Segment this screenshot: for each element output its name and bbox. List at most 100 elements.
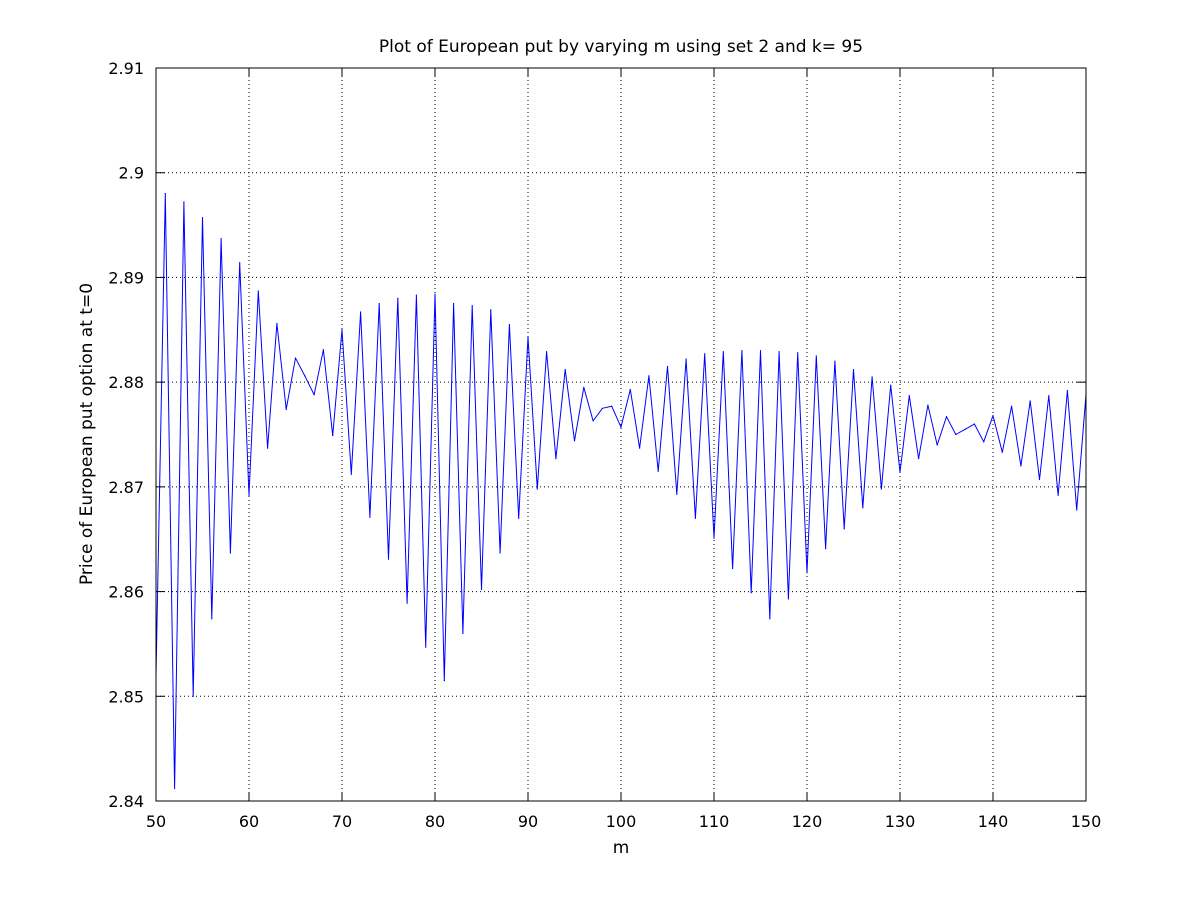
tick-layer bbox=[155, 67, 1087, 802]
grid-layer bbox=[156, 68, 1086, 801]
x-tick-label: 110 bbox=[699, 812, 730, 831]
data-point bbox=[750, 592, 752, 594]
data-point bbox=[880, 488, 883, 490]
data-point bbox=[797, 352, 799, 354]
y-axis-label: Price of European put option at t=0 bbox=[77, 283, 97, 585]
x-tick-label: 50 bbox=[146, 812, 166, 831]
data-point bbox=[183, 201, 185, 203]
data-point bbox=[443, 679, 445, 682]
data-point bbox=[843, 528, 845, 530]
data-point bbox=[1057, 494, 1059, 496]
data-point bbox=[648, 375, 650, 377]
data-point bbox=[936, 444, 938, 446]
data-point bbox=[629, 388, 631, 391]
data-point bbox=[294, 357, 297, 359]
data-point bbox=[257, 290, 259, 292]
data-point bbox=[573, 440, 576, 442]
data-point bbox=[694, 517, 697, 519]
data-point bbox=[899, 471, 901, 473]
series-layer bbox=[155, 193, 1087, 790]
data-point bbox=[387, 558, 390, 560]
data-point bbox=[201, 217, 204, 219]
data-point bbox=[425, 646, 427, 648]
x-tick-label: 60 bbox=[239, 812, 259, 831]
data-point bbox=[518, 517, 520, 519]
data-point bbox=[834, 360, 836, 362]
data-point bbox=[508, 323, 510, 326]
data-point bbox=[164, 193, 166, 195]
data-point bbox=[1011, 405, 1013, 407]
data-point bbox=[285, 408, 287, 410]
data-point bbox=[239, 262, 241, 264]
data-point bbox=[945, 416, 948, 418]
x-axis-label: m bbox=[613, 838, 630, 858]
chart-title: Plot of European put by varying m using … bbox=[379, 37, 863, 57]
data-point bbox=[871, 376, 873, 378]
data-point bbox=[639, 447, 641, 449]
data-point bbox=[1001, 451, 1003, 453]
y-tick-label: 2.87 bbox=[108, 478, 144, 497]
data-point bbox=[471, 305, 473, 307]
data-point bbox=[732, 567, 734, 570]
data-point bbox=[350, 473, 352, 475]
data-point bbox=[536, 488, 538, 490]
data-point bbox=[480, 588, 483, 591]
data-point bbox=[862, 507, 864, 509]
data-point bbox=[369, 516, 371, 518]
data-point bbox=[1020, 465, 1022, 467]
data-point bbox=[304, 375, 306, 377]
data-point bbox=[1029, 400, 1031, 402]
data-point bbox=[564, 368, 566, 371]
data-point bbox=[583, 386, 585, 388]
x-tick-label: 100 bbox=[606, 812, 637, 831]
data-point bbox=[360, 311, 362, 313]
data-point bbox=[406, 602, 408, 604]
data-point bbox=[211, 618, 213, 620]
data-point bbox=[601, 407, 604, 409]
data-point bbox=[1048, 395, 1050, 397]
plot-area bbox=[156, 68, 1086, 801]
data-point bbox=[825, 548, 827, 550]
data-point bbox=[685, 358, 687, 360]
data-point bbox=[769, 618, 771, 620]
data-point bbox=[927, 404, 929, 406]
data-point bbox=[852, 368, 855, 371]
data-point bbox=[313, 394, 315, 396]
x-tick-label: 80 bbox=[425, 812, 445, 831]
data-point bbox=[229, 552, 231, 554]
data-point bbox=[499, 552, 501, 554]
data-point bbox=[890, 384, 892, 386]
data-point bbox=[908, 395, 910, 397]
tick-label-layer: 50 60 70 80 90 100 110 120 130 140 150 2.84 2.85 2.86… bbox=[108, 59, 1101, 831]
x-tick-label: 150 bbox=[1071, 812, 1102, 831]
data-point bbox=[276, 322, 278, 325]
data-point bbox=[704, 353, 706, 355]
data-point bbox=[759, 350, 762, 352]
data-point bbox=[676, 493, 678, 495]
data-point bbox=[248, 494, 250, 496]
data-point bbox=[620, 426, 622, 428]
data-point bbox=[918, 457, 920, 460]
data-point bbox=[964, 428, 966, 430]
data-point bbox=[490, 309, 492, 311]
y-tick-label: 2.85 bbox=[108, 687, 144, 706]
x-tick-label: 120 bbox=[792, 812, 823, 831]
data-point bbox=[1038, 478, 1041, 481]
data-point bbox=[555, 457, 557, 460]
data-point bbox=[174, 787, 176, 790]
data-point bbox=[332, 434, 334, 437]
data-point bbox=[722, 351, 724, 353]
data-point bbox=[1066, 389, 1068, 392]
data-point bbox=[192, 695, 194, 697]
data-point bbox=[453, 303, 455, 305]
data-point bbox=[973, 423, 976, 425]
x-tick-label: 90 bbox=[518, 812, 538, 831]
data-point bbox=[815, 355, 817, 357]
data-point bbox=[341, 329, 343, 331]
data-point bbox=[267, 447, 269, 449]
y-tick-label: 2.84 bbox=[108, 792, 144, 811]
data-point bbox=[220, 238, 222, 240]
data-point bbox=[787, 598, 790, 600]
